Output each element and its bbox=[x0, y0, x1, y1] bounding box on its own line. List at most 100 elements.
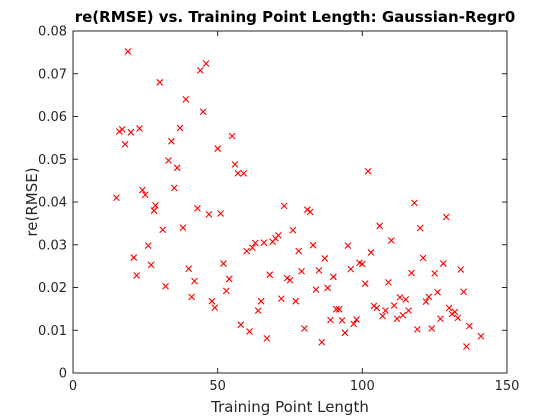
data-point bbox=[292, 297, 300, 305]
data-point bbox=[439, 260, 447, 267]
data-point bbox=[240, 169, 248, 177]
data-point bbox=[237, 321, 245, 329]
data-point bbox=[361, 280, 369, 288]
data-point bbox=[205, 211, 213, 218]
data-point bbox=[246, 328, 253, 335]
data-point bbox=[338, 317, 346, 324]
x-tick-label: 50 bbox=[209, 379, 226, 394]
plot-area-frame bbox=[72, 30, 508, 374]
y-axis-label: re(RMSE) bbox=[23, 167, 41, 236]
data-point bbox=[121, 140, 129, 148]
data-point bbox=[419, 254, 427, 262]
data-point bbox=[136, 125, 143, 132]
data-point bbox=[257, 297, 265, 305]
data-point bbox=[477, 332, 485, 340]
data-point bbox=[298, 267, 305, 275]
data-point bbox=[217, 210, 224, 217]
y-tick-label: 0.08 bbox=[38, 25, 67, 40]
y-tick-label: 0.02 bbox=[38, 281, 67, 296]
x-axis-ticks: 0 50 100 150 bbox=[69, 31, 519, 394]
data-point bbox=[199, 108, 207, 116]
data-point bbox=[437, 315, 444, 323]
data-point bbox=[457, 266, 465, 273]
data-point bbox=[211, 304, 219, 311]
y-axis-ticks: 0 0.01 0.02 0.03 0.04 0.05 0.06 0.07 0.08 bbox=[38, 25, 507, 382]
x-tick-label: 0 bbox=[69, 379, 77, 394]
data-point bbox=[384, 278, 392, 286]
data-point bbox=[309, 241, 317, 249]
data-point bbox=[465, 322, 473, 330]
data-point bbox=[234, 169, 242, 177]
data-point bbox=[251, 239, 259, 247]
data-point bbox=[431, 270, 439, 277]
y-tick-label: 0.05 bbox=[38, 153, 67, 168]
data-point bbox=[144, 242, 152, 249]
data-point bbox=[130, 254, 138, 261]
data-point bbox=[118, 125, 126, 133]
data-point bbox=[222, 287, 230, 295]
data-point bbox=[344, 242, 352, 249]
data-point bbox=[330, 273, 337, 281]
data-point bbox=[373, 304, 381, 312]
data-point bbox=[280, 202, 288, 210]
data-point bbox=[141, 191, 149, 199]
data-point bbox=[228, 132, 236, 140]
data-point bbox=[191, 277, 198, 285]
data-point bbox=[445, 304, 453, 312]
data-point bbox=[139, 186, 146, 194]
data-point bbox=[411, 199, 418, 207]
data-point bbox=[167, 137, 175, 145]
data-point bbox=[341, 329, 349, 337]
y-tick-label: 0.07 bbox=[38, 67, 67, 82]
data-point bbox=[318, 338, 326, 346]
data-point bbox=[165, 157, 172, 164]
data-point bbox=[179, 224, 187, 232]
data-point bbox=[231, 160, 239, 168]
scatter-markers bbox=[113, 48, 485, 350]
data-point bbox=[170, 184, 178, 192]
data-point bbox=[133, 272, 141, 279]
data-point bbox=[382, 307, 389, 314]
data-point bbox=[451, 308, 459, 316]
data-point bbox=[312, 286, 320, 294]
data-point bbox=[390, 302, 398, 309]
data-point bbox=[353, 316, 360, 323]
y-tick-label: 0.06 bbox=[38, 110, 67, 125]
data-point bbox=[428, 325, 436, 332]
data-point bbox=[335, 305, 343, 313]
data-point bbox=[263, 334, 271, 342]
y-tick-label: 0.01 bbox=[38, 324, 67, 339]
data-point bbox=[315, 267, 323, 274]
data-point bbox=[248, 244, 256, 252]
data-point bbox=[127, 128, 135, 136]
data-point bbox=[332, 305, 340, 313]
data-point bbox=[408, 269, 415, 277]
y-tick-label: 0.04 bbox=[38, 196, 67, 211]
data-point bbox=[376, 222, 384, 230]
x-axis-label: Training Point Length bbox=[210, 398, 369, 416]
data-point bbox=[152, 202, 159, 209]
data-point bbox=[113, 194, 120, 202]
data-point bbox=[393, 315, 401, 323]
data-point bbox=[347, 265, 355, 273]
data-point bbox=[289, 226, 297, 234]
data-point bbox=[173, 164, 181, 172]
data-point bbox=[324, 284, 332, 292]
data-point bbox=[182, 96, 190, 103]
data-point bbox=[243, 247, 250, 255]
data-point bbox=[275, 231, 282, 239]
data-point bbox=[214, 145, 222, 152]
data-point bbox=[277, 295, 285, 303]
data-point bbox=[185, 265, 193, 273]
data-point bbox=[350, 320, 358, 328]
data-point bbox=[358, 260, 366, 268]
data-point bbox=[156, 78, 164, 86]
data-point bbox=[321, 255, 329, 262]
data-point bbox=[416, 224, 424, 232]
data-point bbox=[399, 311, 407, 319]
data-point bbox=[425, 293, 433, 301]
data-point bbox=[159, 226, 167, 234]
data-point bbox=[387, 237, 395, 244]
y-tick-label: 0.03 bbox=[38, 238, 67, 253]
